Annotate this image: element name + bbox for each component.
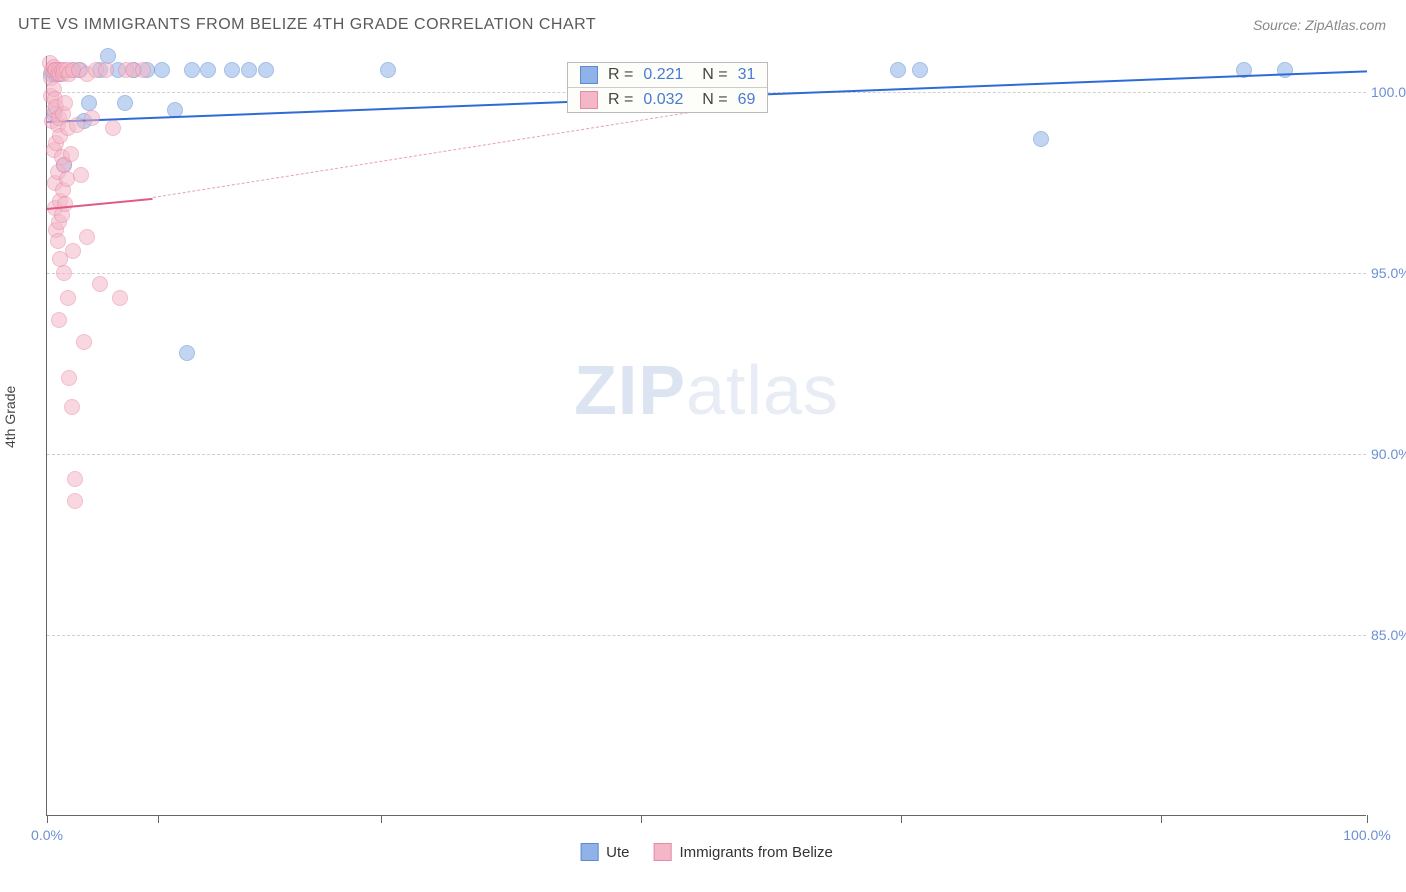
data-point <box>241 62 257 78</box>
trend-line <box>153 103 747 198</box>
x-tick <box>641 815 642 823</box>
gridline <box>47 273 1366 274</box>
x-tick <box>1367 815 1368 823</box>
data-point <box>63 146 79 162</box>
y-tick-label: 85.0% <box>1371 627 1406 643</box>
correlation-legend: R = 0.221 N = 31 R = 0.032 N = 69 <box>567 62 768 113</box>
data-point <box>258 62 274 78</box>
x-tick <box>381 815 382 823</box>
data-point <box>1033 131 1049 147</box>
chart-source: Source: ZipAtlas.com <box>1253 17 1386 33</box>
data-point <box>79 229 95 245</box>
legend-swatch <box>653 843 671 861</box>
x-tick <box>901 815 902 823</box>
x-tick <box>1161 815 1162 823</box>
r-label: R = <box>608 91 633 109</box>
data-point <box>179 345 195 361</box>
legend-row: R = 0.221 N = 31 <box>568 63 767 88</box>
y-tick-label: 95.0% <box>1371 265 1406 281</box>
series-legend: Ute Immigrants from Belize <box>580 843 833 861</box>
data-point <box>200 62 216 78</box>
data-point <box>50 233 66 249</box>
scatter-plot-area: ZIPatlas 85.0%90.0%95.0%100.0%0.0%100.0%… <box>46 56 1366 816</box>
data-point <box>56 265 72 281</box>
data-point <box>60 290 76 306</box>
data-point <box>224 62 240 78</box>
data-point <box>112 290 128 306</box>
data-point <box>61 370 77 386</box>
legend-item: Immigrants from Belize <box>653 843 832 861</box>
chart-header: UTE VS IMMIGRANTS FROM BELIZE 4TH GRADE … <box>0 0 1406 40</box>
data-point <box>1277 62 1293 78</box>
y-tick-label: 100.0% <box>1371 84 1406 100</box>
legend-row: R = 0.032 N = 69 <box>568 88 767 112</box>
data-point <box>380 62 396 78</box>
x-tick <box>158 815 159 823</box>
watermark: ZIPatlas <box>574 350 839 430</box>
data-point <box>76 334 92 350</box>
n-label: N = <box>693 91 727 109</box>
data-point <box>98 62 114 78</box>
n-value: 31 <box>738 66 756 84</box>
legend-swatch <box>580 843 598 861</box>
data-point <box>51 312 67 328</box>
data-point <box>67 493 83 509</box>
legend-label: Immigrants from Belize <box>679 844 832 861</box>
n-label: N = <box>693 66 727 84</box>
n-value: 69 <box>738 91 756 109</box>
data-point <box>154 62 170 78</box>
data-point <box>65 243 81 259</box>
gridline <box>47 635 1366 636</box>
y-axis-label: 4th Grade <box>2 386 18 448</box>
data-point <box>105 120 121 136</box>
data-point <box>890 62 906 78</box>
data-point <box>117 95 133 111</box>
legend-label: Ute <box>606 844 629 861</box>
r-label: R = <box>608 66 633 84</box>
data-point <box>57 196 73 212</box>
data-point <box>135 62 151 78</box>
data-point <box>67 471 83 487</box>
data-point <box>69 117 85 133</box>
x-tick-label: 100.0% <box>1343 827 1390 843</box>
data-point <box>184 62 200 78</box>
gridline <box>47 454 1366 455</box>
data-point <box>912 62 928 78</box>
legend-swatch <box>580 91 598 109</box>
data-point <box>81 95 97 111</box>
data-point <box>73 167 89 183</box>
legend-swatch <box>580 66 598 84</box>
data-point <box>57 95 73 111</box>
x-tick-label: 0.0% <box>31 827 63 843</box>
data-point <box>84 110 100 126</box>
data-point <box>64 399 80 415</box>
legend-item: Ute <box>580 843 629 861</box>
chart-title: UTE VS IMMIGRANTS FROM BELIZE 4TH GRADE … <box>18 16 596 34</box>
data-point <box>92 276 108 292</box>
x-tick <box>47 815 48 823</box>
r-value: 0.032 <box>643 91 683 109</box>
y-tick-label: 90.0% <box>1371 446 1406 462</box>
r-value: 0.221 <box>643 66 683 84</box>
